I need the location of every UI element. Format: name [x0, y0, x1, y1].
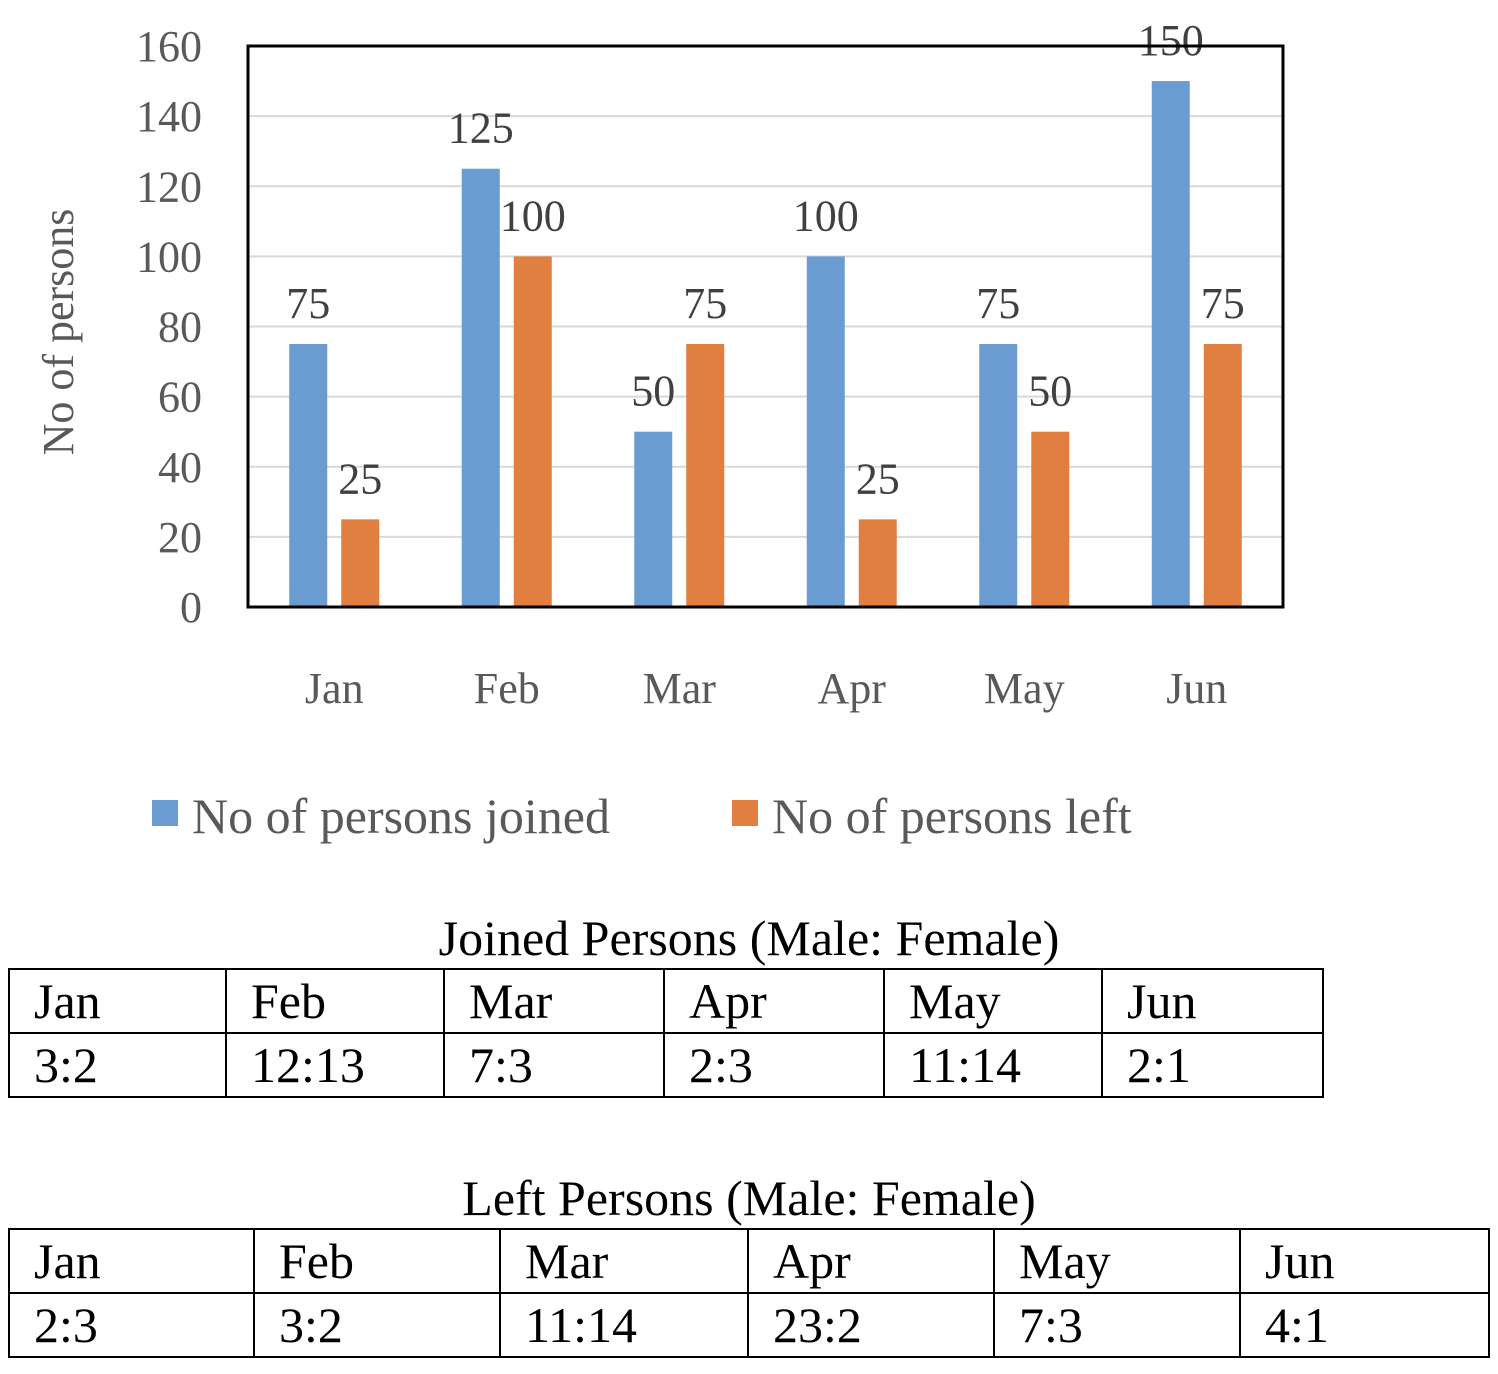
- table-header-cell: May: [993, 1228, 1241, 1294]
- y-tick-label: 40: [158, 443, 202, 492]
- y-tick-label: 20: [158, 513, 202, 562]
- y-axis-label: No of persons: [34, 209, 83, 456]
- data-label: 150: [1138, 16, 1204, 65]
- x-axis-ticks: Jan Feb Mar Apr May Jun: [305, 664, 1227, 713]
- bar-joined: [1151, 81, 1190, 607]
- x-tick-label: Mar: [643, 664, 717, 713]
- table-cell: 2:3: [663, 1032, 885, 1098]
- left-table-title: Left Persons (Male: Female): [462, 1170, 1036, 1226]
- table-header-cell: Feb: [253, 1228, 501, 1294]
- data-label: 100: [793, 191, 859, 240]
- left-ratio-table: Jan Feb Mar Apr May Jun 2:3 3:2 11:14 23…: [8, 1228, 1490, 1358]
- data-label: 100: [500, 191, 566, 240]
- y-axis-ticks: 0 20 40 60 80 100 120 140 160: [136, 22, 202, 632]
- data-label: 25: [856, 454, 900, 503]
- data-label: 50: [631, 367, 675, 416]
- table-cell: 11:14: [883, 1032, 1103, 1098]
- data-label: 75: [286, 279, 330, 328]
- plot-frame: [246, 44, 1285, 609]
- table-cell: 23:2: [747, 1292, 995, 1358]
- table-cell: 7:3: [993, 1292, 1241, 1358]
- table-cell: 4:1: [1239, 1292, 1490, 1358]
- data-label: 125: [448, 104, 514, 153]
- table-header-cell: Jun: [1101, 968, 1324, 1034]
- x-tick-label: May: [984, 664, 1065, 713]
- table-cell: 3:2: [253, 1292, 501, 1358]
- y-tick-label: 60: [158, 373, 202, 422]
- table-cell: 3:2: [8, 1032, 227, 1098]
- y-tick-label: 80: [158, 303, 202, 352]
- legend-swatch-left: [732, 800, 758, 826]
- bar-left: [1031, 431, 1070, 607]
- table-header-row: Jan Feb Mar Apr May Jun: [8, 968, 1324, 1034]
- table-header-cell: Jan: [8, 1228, 255, 1294]
- table-header-cell: May: [883, 968, 1103, 1034]
- y-tick-label: 120: [136, 162, 202, 211]
- bar-joined: [289, 344, 328, 607]
- bars: [289, 81, 1242, 607]
- y-tick-label: 140: [136, 92, 202, 141]
- legend-label-joined: No of persons joined: [192, 788, 610, 844]
- grid-lines: [248, 115, 1283, 538]
- legend: No of persons joined No of persons left: [152, 788, 1132, 844]
- legend-swatch-joined: [152, 800, 178, 826]
- joined-table-title: Joined Persons (Male: Female): [438, 910, 1060, 966]
- bar-joined: [461, 168, 500, 607]
- table-row: 3:2 12:13 7:3 2:3 11:14 2:1: [8, 1032, 1324, 1098]
- joined-ratio-table: Jan Feb Mar Apr May Jun 3:2 12:13 7:3 2:…: [8, 968, 1324, 1098]
- table-header-cell: Mar: [499, 1228, 749, 1294]
- x-tick-label: Jun: [1166, 664, 1227, 713]
- y-tick-label: 160: [136, 22, 202, 71]
- x-tick-label: Jan: [305, 664, 364, 713]
- x-tick-label: Feb: [474, 664, 540, 713]
- table-header-cell: Feb: [225, 968, 445, 1034]
- bar-left: [1203, 344, 1242, 607]
- bar-left: [513, 256, 552, 607]
- bar-left: [341, 519, 380, 607]
- legend-label-left: No of persons left: [772, 788, 1132, 844]
- x-tick-label: Apr: [818, 664, 887, 713]
- table-cell: 2:3: [8, 1292, 255, 1358]
- table-header-cell: Jun: [1239, 1228, 1490, 1294]
- bar-left: [858, 519, 897, 607]
- data-label: 75: [976, 279, 1020, 328]
- data-label: 75: [683, 279, 727, 328]
- bar-joined: [634, 431, 673, 607]
- table-row: 2:3 3:2 11:14 23:2 7:3 4:1: [8, 1292, 1490, 1358]
- table-header-cell: Jan: [8, 968, 227, 1034]
- y-tick-label: 0: [180, 583, 202, 632]
- table-header-cell: Apr: [747, 1228, 995, 1294]
- y-tick-label: 100: [136, 232, 202, 281]
- data-label: 75: [1201, 279, 1245, 328]
- bar-left: [686, 344, 725, 607]
- table-cell: 2:1: [1101, 1032, 1324, 1098]
- table-header-cell: Mar: [443, 968, 665, 1034]
- table-header-cell: Apr: [663, 968, 885, 1034]
- data-label: 25: [338, 454, 382, 503]
- table-cell: 11:14: [499, 1292, 749, 1358]
- bar-joined: [979, 344, 1018, 607]
- table-cell: 7:3: [443, 1032, 665, 1098]
- bar-joined: [806, 256, 845, 607]
- table-cell: 12:13: [225, 1032, 445, 1098]
- table-header-row: Jan Feb Mar Apr May Jun: [8, 1228, 1490, 1294]
- data-label: 50: [1028, 367, 1072, 416]
